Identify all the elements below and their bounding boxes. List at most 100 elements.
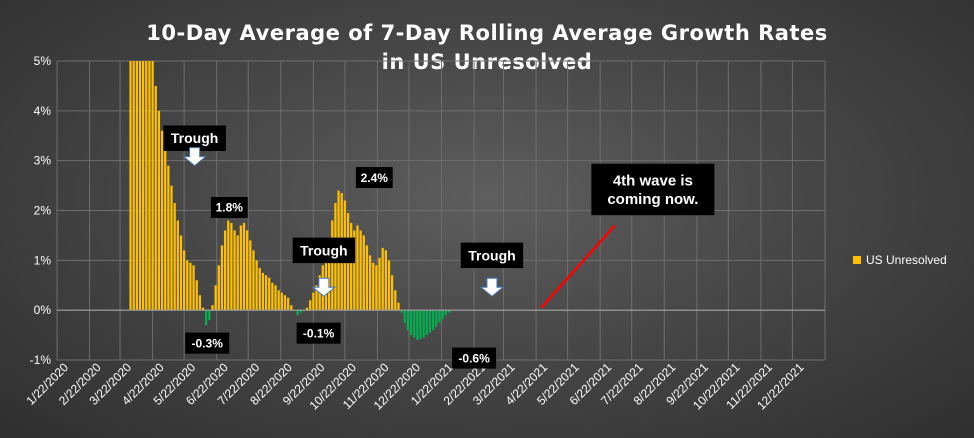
bar [264, 275, 268, 311]
value-label-text: -0.1% [303, 326, 335, 340]
bar [435, 310, 438, 327]
bar [441, 310, 444, 320]
value-label-box [355, 167, 393, 189]
bar [391, 275, 394, 311]
bar [309, 300, 312, 311]
bar [365, 245, 369, 311]
bar [189, 262, 192, 311]
wave-callout-text: coming now. [607, 191, 698, 208]
bar [252, 250, 255, 311]
bar [198, 295, 202, 311]
bar [151, 61, 154, 311]
y-tick-label: 0% [34, 303, 52, 317]
bar [409, 310, 413, 336]
bar [179, 235, 183, 311]
bars-layer [129, 61, 451, 341]
bar [312, 292, 315, 311]
y-tick-label: 2% [34, 204, 52, 218]
bar [350, 222, 353, 311]
bar [378, 257, 381, 311]
bar [372, 262, 375, 311]
trough-arrow-icon [182, 147, 208, 167]
value-label-box [185, 332, 230, 354]
bar [227, 220, 230, 311]
bar [422, 310, 425, 338]
bar [173, 203, 176, 311]
bar [201, 307, 205, 311]
y-tick-label: 3% [34, 154, 52, 168]
bar [283, 295, 287, 311]
trough-arrow-icon [311, 277, 337, 297]
bar [255, 260, 258, 311]
bar [290, 305, 293, 311]
bar [400, 310, 403, 313]
bar [135, 61, 138, 311]
bar [447, 310, 451, 313]
bar [413, 310, 416, 338]
bar [167, 165, 170, 311]
value-label-text: -0.6% [458, 351, 490, 365]
bar [239, 225, 242, 311]
bar [425, 310, 428, 336]
bar [261, 272, 265, 311]
y-tick-label: -1% [30, 353, 52, 367]
bar [271, 282, 274, 311]
bar [403, 310, 406, 323]
bar [268, 277, 271, 311]
trough-arrow-icon [479, 277, 505, 297]
bar [362, 235, 365, 311]
bar [258, 267, 261, 311]
trough-label-box [460, 242, 524, 269]
bar [129, 61, 132, 311]
bar [381, 247, 384, 311]
bar [280, 292, 283, 311]
bar [214, 285, 217, 311]
y-tick-label: 1% [34, 253, 52, 267]
chart-title: 10-Day Average of 7-Day Rolling Average … [146, 21, 827, 45]
value-label-text: 1.8% [216, 201, 244, 215]
bar [186, 260, 189, 311]
bar [428, 310, 432, 333]
bar [387, 260, 391, 311]
bar [233, 230, 236, 311]
trough-label-text: Trough [171, 130, 218, 146]
bar [205, 310, 208, 326]
bar [170, 185, 173, 311]
bar [230, 222, 233, 311]
bar [164, 148, 167, 311]
bar [397, 302, 400, 311]
legend: US Unresolved [853, 253, 947, 267]
bar [394, 290, 397, 311]
bar [217, 265, 220, 311]
bar [182, 250, 186, 311]
annotation-layer: Trough 1.8% -0.3% Trough -0.1% 2.4% Trough -0.6… [163, 125, 715, 369]
bar [195, 280, 198, 311]
trough-label-text: Trough [300, 242, 347, 258]
bar [208, 310, 211, 321]
callout-line [540, 224, 616, 309]
value-label-text: 2.4% [361, 171, 389, 185]
bar [145, 61, 148, 311]
bar [375, 265, 378, 311]
bar [160, 130, 164, 311]
bar [368, 255, 372, 311]
trough-label-text: Trough [468, 247, 515, 263]
bar [384, 250, 387, 311]
value-label-box [452, 347, 497, 369]
bar [220, 245, 224, 311]
bar [438, 310, 441, 323]
bar [192, 265, 195, 311]
value-label-text: -0.3% [192, 336, 224, 350]
bar [176, 220, 179, 311]
chart-subtitle: in US Unresolved [382, 50, 593, 74]
wave-callout-text: 4th wave is [613, 172, 693, 189]
bar [359, 230, 362, 311]
legend-swatch [853, 256, 861, 264]
bar [353, 230, 356, 311]
bar [249, 240, 252, 311]
bar [444, 310, 447, 316]
bar [315, 285, 318, 311]
bar [242, 222, 246, 311]
bar [331, 220, 334, 311]
